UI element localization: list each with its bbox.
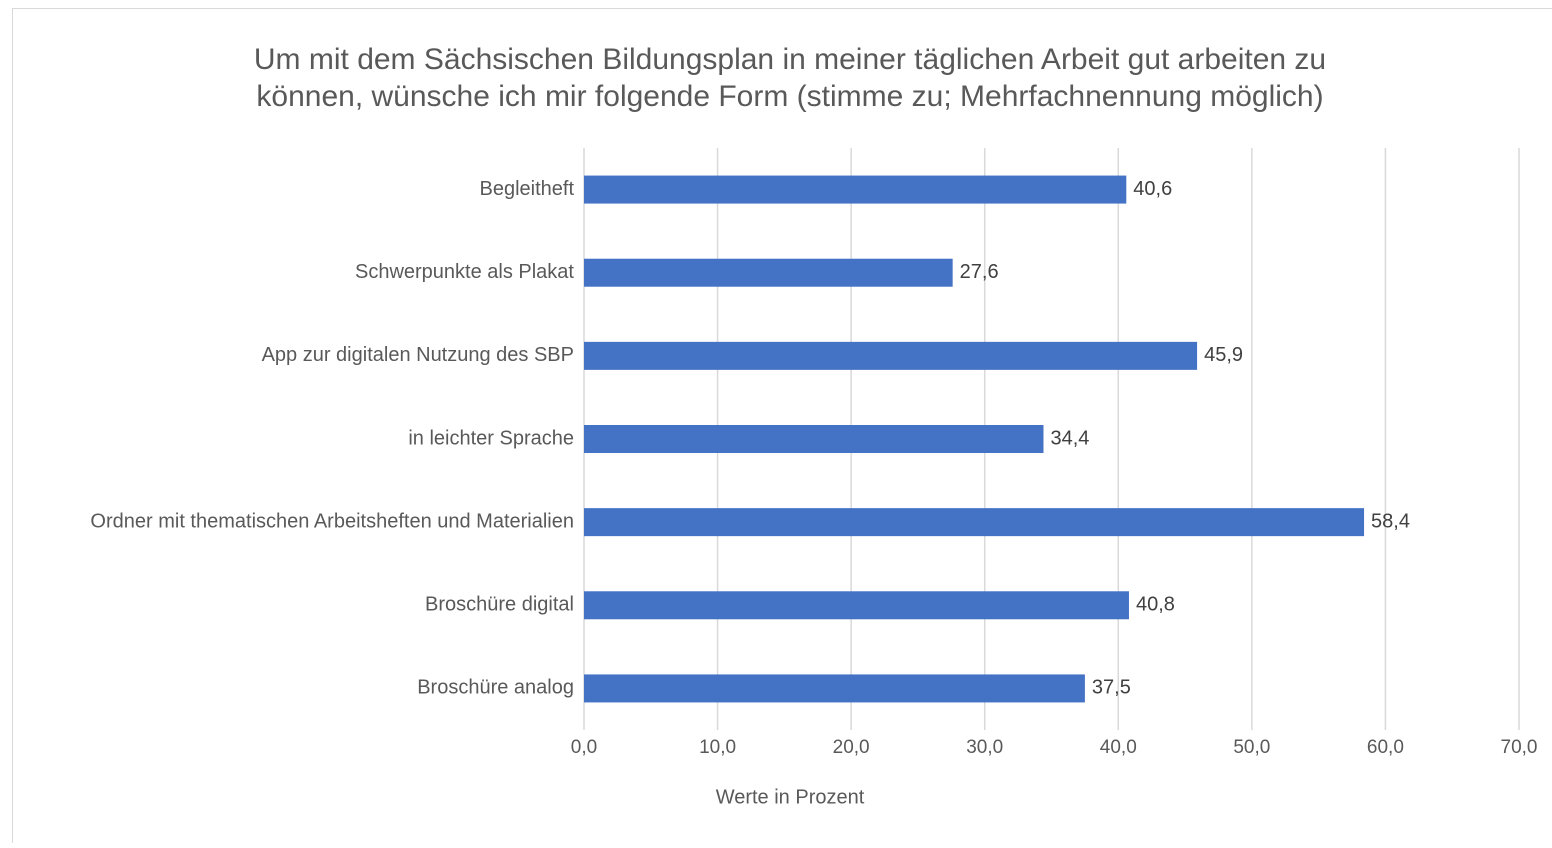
y-tick-label: Begleitheft [479,178,574,200]
y-tick-label: Broschüre digital [425,594,574,616]
bar [584,674,1085,702]
x-tick-label: 50,0 [1233,737,1270,758]
bar [584,508,1364,536]
x-axis-label: Werte in Prozent [716,786,865,808]
x-tick-label: 10,0 [699,737,736,758]
data-label: 34,4 [1050,427,1089,449]
y-tick-label: Ordner mit thematischen Arbeitsheften un… [90,510,574,532]
data-label: 40,6 [1133,178,1172,200]
x-tick-label: 20,0 [833,737,870,758]
bar [584,342,1197,370]
bar [584,176,1126,204]
chart-title: können, wünsche ich mir folgende Form (s… [256,80,1323,113]
y-tick-label: App zur digitalen Nutzung des SBP [262,344,574,366]
bar [584,425,1043,453]
chart-title: Um mit dem Sächsischen Bildungsplan in m… [254,43,1326,76]
x-tick-label: 30,0 [966,737,1003,758]
y-tick-label: Broschüre analog [417,677,574,699]
data-label: 27,6 [960,261,999,283]
bar [584,591,1129,619]
bar [584,259,953,287]
y-tick-label: Schwerpunkte als Plakat [355,261,574,283]
data-label: 40,8 [1136,594,1175,616]
y-tick-label: in leichter Sprache [408,427,574,449]
data-label: 45,9 [1204,344,1243,366]
data-label: 58,4 [1371,510,1410,532]
x-tick-label: 40,0 [1100,737,1137,758]
x-tick-label: 0,0 [571,737,597,758]
x-tick-label: 60,0 [1367,737,1404,758]
x-tick-label: 70,0 [1501,737,1538,758]
data-label: 37,5 [1092,677,1131,699]
